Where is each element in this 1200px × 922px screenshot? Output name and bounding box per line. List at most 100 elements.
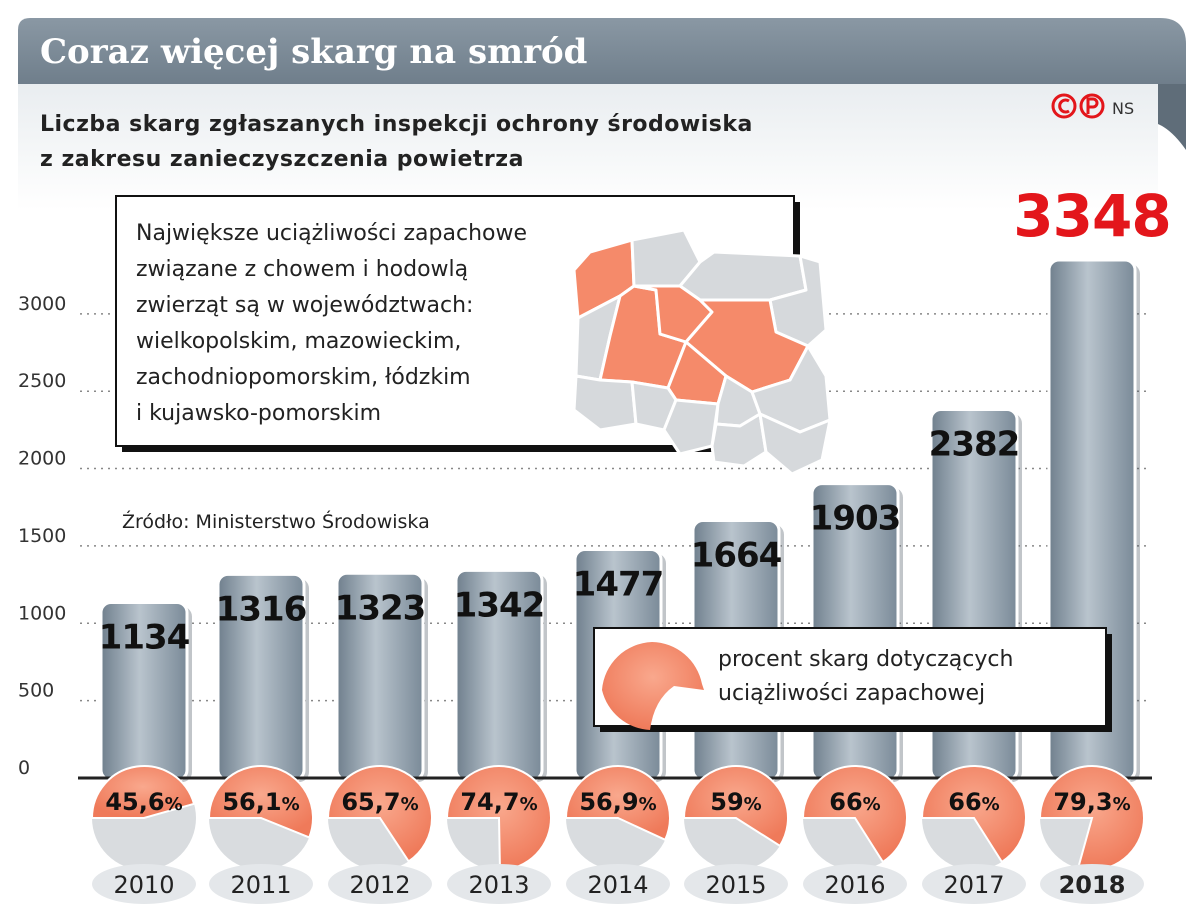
y-tick-label: 1000 xyxy=(18,602,66,624)
percent-label-2018: 79,3% xyxy=(1053,788,1130,816)
year-pill xyxy=(922,864,1026,904)
legend-label-line2: uciążliwości zapachowej xyxy=(718,681,985,706)
info-box-line: i kujawsko-pomorskim xyxy=(136,401,381,426)
percent-label-2017: 66% xyxy=(948,788,999,816)
pie-slice-2016 xyxy=(801,765,908,864)
pie-slice-2017 xyxy=(920,765,1027,864)
bar-value-label-2010: 1134 xyxy=(99,618,190,658)
legend: procent skarg dotyczących uciążliwości z… xyxy=(593,627,1112,732)
source-note: Źródło: Ministerstwo Środowiska xyxy=(122,509,430,533)
percent-labels: 45,6% 56,1% 65,7% 74,7% 56,9% 59% 66% 66% 79,3% xyxy=(105,788,1130,816)
title-banner xyxy=(18,18,1186,84)
bar-value-labels: 1134 1316 1323 1342 1477 1664 1903 2382 xyxy=(99,424,1021,658)
highlight-value-2018: 3348 xyxy=(1013,182,1170,250)
legend-pie-icon xyxy=(602,642,704,730)
copyright-p-icon xyxy=(1079,93,1105,119)
percent-unit: % xyxy=(863,794,881,815)
bar-value-label-2012: 1323 xyxy=(335,588,426,628)
x-tick-label-2018: 2018 xyxy=(1059,871,1126,899)
bar-value-label-2011: 1316 xyxy=(216,589,307,629)
year-pill xyxy=(209,864,313,904)
region-podkarpackie xyxy=(758,412,832,476)
percent-label-2011: 56,1% xyxy=(222,788,299,816)
info-box-line: zwierząt są w województwach: xyxy=(136,293,473,318)
copyright-p-glyph xyxy=(1086,97,1099,114)
y-tick-label: 2000 xyxy=(18,448,66,470)
chart-title: Coraz więcej skarg na smród xyxy=(40,32,587,72)
percent-unit: % xyxy=(165,794,183,815)
info-box-line: związane z chowem i hodowlą xyxy=(136,257,468,282)
percent-unit: % xyxy=(282,794,300,815)
percent-unit: % xyxy=(982,794,1000,815)
x-tick-label-2015: 2015 xyxy=(705,871,766,899)
pie-slice-2011 xyxy=(207,765,314,839)
percent-unit: % xyxy=(639,794,657,815)
percent-value: 65,7 xyxy=(341,788,400,816)
y-axis-ticks: 0 500 1000 1500 2000 2500 3000 xyxy=(18,293,66,779)
percent-label-2014: 56,9% xyxy=(579,788,656,816)
bar-value-label-2017: 2382 xyxy=(929,424,1020,464)
info-box-line: wielkopolskim, mazowieckim, xyxy=(136,329,461,354)
percent-pies xyxy=(90,765,1145,872)
percent-unit: % xyxy=(520,794,538,815)
bar-value-label-2016: 1903 xyxy=(810,499,901,539)
bar-value-label-2013: 1342 xyxy=(454,585,545,625)
year-pill xyxy=(803,864,907,904)
copyright-c-glyph xyxy=(1058,98,1070,114)
percent-value: 56,1 xyxy=(222,788,281,816)
y-tick-label: 1500 xyxy=(18,525,66,547)
bar-value-label-2015: 1664 xyxy=(691,536,782,576)
year-pill xyxy=(684,864,788,904)
percent-unit: % xyxy=(744,794,762,815)
x-tick-label-2010: 2010 xyxy=(113,871,174,899)
pie-slice-2013 xyxy=(445,765,552,872)
pie-slice-2014 xyxy=(564,765,671,842)
x-axis-labels: 2010 2011 2012 2013 2014 2015 2016 2017 2018 xyxy=(92,864,1144,904)
y-tick-label: 2500 xyxy=(18,370,66,392)
info-box-line: zachodniopomorskim, łódzkim xyxy=(136,365,471,390)
percent-value: 56,9 xyxy=(579,788,638,816)
percent-label-2016: 66% xyxy=(829,788,880,816)
y-tick-label: 500 xyxy=(18,680,54,702)
percent-unit: % xyxy=(1113,794,1131,815)
x-tick-label-2014: 2014 xyxy=(587,871,648,899)
percent-value: 66 xyxy=(829,788,862,816)
x-tick-label-2011: 2011 xyxy=(230,871,291,899)
percent-unit: % xyxy=(401,794,419,815)
legend-frame xyxy=(593,627,1107,727)
year-pill xyxy=(566,864,670,904)
percent-value: 79,3 xyxy=(1053,788,1112,816)
header: Coraz więcej skarg na smród Liczba skarg… xyxy=(18,18,1186,210)
year-pill xyxy=(328,864,432,904)
poland-map-icon xyxy=(572,228,832,476)
x-tick-label-2013: 2013 xyxy=(468,871,529,899)
x-tick-label-2016: 2016 xyxy=(824,871,885,899)
info-box-line: Największe uciążliwości zapachowe xyxy=(136,221,527,246)
banner-fold xyxy=(1158,84,1186,150)
pie-slice-2012 xyxy=(326,765,433,863)
bar-value-label-2014: 1477 xyxy=(573,564,664,604)
region-slaskie xyxy=(662,398,720,456)
percent-label-2013: 74,7% xyxy=(460,788,537,816)
percent-value: 59 xyxy=(710,788,743,816)
pie-slice-2010 xyxy=(90,765,196,819)
author-initials: NS xyxy=(1112,99,1134,118)
year-pill xyxy=(92,864,196,904)
percent-value: 74,7 xyxy=(460,788,519,816)
copyright-logo: NS xyxy=(1051,93,1134,119)
chart-subtitle-line2: z zakresu zanieczyszczenia powietrza xyxy=(40,147,524,172)
percent-label-2010: 45,6% xyxy=(105,788,182,816)
percent-value: 66 xyxy=(948,788,981,816)
info-box-text: Największe uciążliwości zapachowe związan… xyxy=(136,221,527,426)
year-pill xyxy=(1040,864,1144,904)
percent-label-2015: 59% xyxy=(710,788,761,816)
legend-label-line1: procent skarg dotyczących xyxy=(718,647,1013,672)
x-tick-label-2012: 2012 xyxy=(349,871,410,899)
percent-value: 45,6 xyxy=(105,788,164,816)
info-box: Największe uciążliwości zapachowe związan… xyxy=(115,195,832,476)
pie-slice-2015 xyxy=(682,765,789,848)
year-pill xyxy=(447,864,551,904)
y-tick-label: 3000 xyxy=(18,293,66,315)
copyright-c-icon xyxy=(1051,93,1077,119)
